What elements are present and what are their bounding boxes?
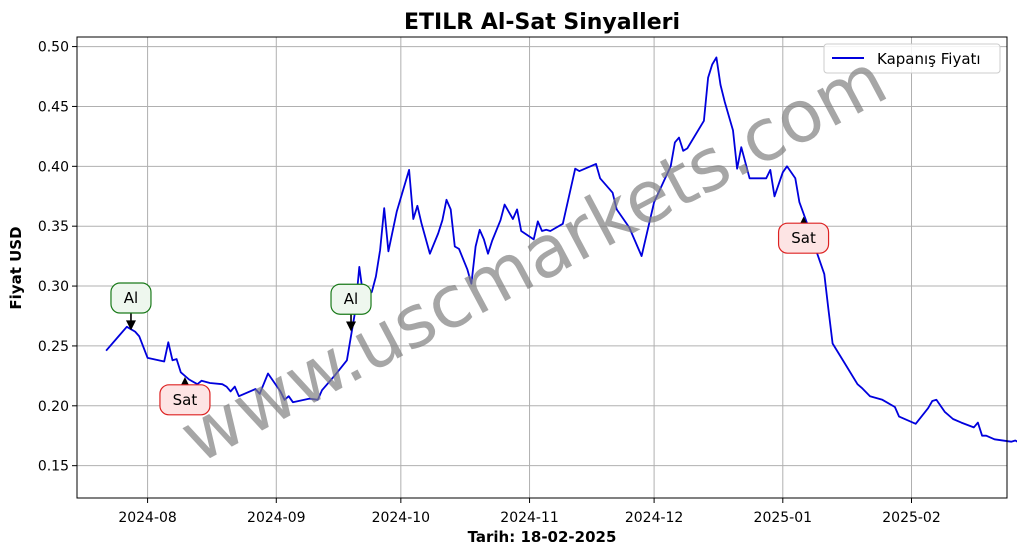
y-tick-label: 0.20 [38,399,69,415]
y-tick-label: 0.25 [38,339,69,355]
signal-box [159,384,211,416]
signal-label: Sat [173,391,198,409]
y-tick-label: 0.50 [38,40,69,56]
signal-label: Al [344,290,358,308]
legend-label: Kapanış Fiyatı [877,50,981,68]
x-axis-label: Tarih: 18-02-2025 [468,528,617,546]
x-tick-label: 2024-09 [247,510,306,526]
signal-box [330,283,372,315]
x-tick-label: 2024-10 [372,510,431,526]
y-tick-label: 0.40 [38,159,69,175]
x-axis: 2024-08 2024-09 2024-10 2024-11 2024-12 2025-… [118,498,941,526]
signal-annotations: Al Sat Al Sat [110,216,830,416]
signal-arrow-head [346,321,357,332]
series-layer [105,56,1017,443]
y-tick-label: 0.15 [38,459,69,475]
price-series-line [105,56,1017,443]
y-axis: 0.15 0.20 0.25 0.30 0.35 0.40 0.45 0.50 [38,40,77,475]
buy-signal: Al [330,283,372,332]
signal-box [110,282,152,314]
x-tick-label: 2024-11 [500,510,559,526]
signal-label: Sat [791,229,816,247]
legend: Kapanış Fiyatı [823,43,1001,74]
y-tick-label: 0.45 [38,99,69,115]
plot-frame [76,36,1008,499]
signal-label: Al [124,289,138,307]
x-tick-label: 2024-12 [625,510,684,526]
grid [77,37,1007,498]
sell-signal: Sat [777,216,830,254]
signal-box [777,222,830,254]
y-tick-label: 0.30 [38,279,69,295]
y-axis-label: Fiyat USD [7,226,25,309]
x-tick-label: 2024-08 [118,510,177,526]
signal-arrow-head [125,320,136,331]
sell-signal: Sat [159,377,211,416]
x-tick-label: 2025-01 [754,510,813,526]
y-tick-label: 0.35 [38,219,69,235]
x-tick-label: 2025-02 [882,510,941,526]
chart-title: ETILR Al-Sat Sinyalleri [404,10,680,35]
legend-box [823,43,1001,74]
buy-signal: Al [110,282,152,331]
